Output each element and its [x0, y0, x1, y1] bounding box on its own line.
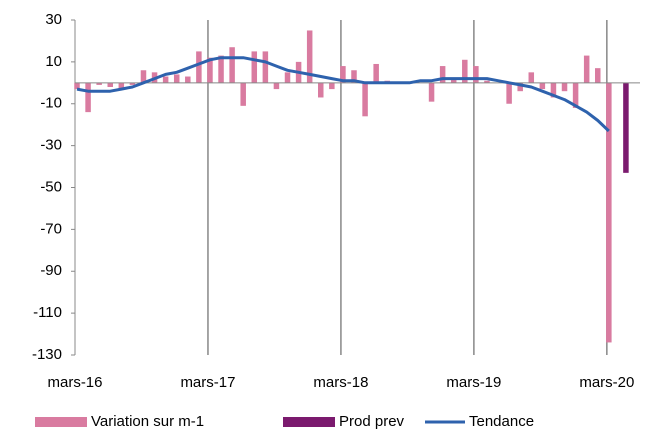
bar [262, 51, 269, 83]
bar [351, 70, 357, 83]
bar [207, 57, 213, 83]
bar [595, 68, 601, 83]
legend-swatch [283, 417, 335, 427]
x-tick-label: mars-20 [579, 374, 634, 391]
y-tick-label: -90 [40, 262, 62, 279]
y-tick-label: -70 [40, 220, 62, 237]
bar [240, 82, 246, 106]
y-tick-label: -130 [32, 346, 62, 363]
bar [318, 82, 324, 98]
bar [484, 80, 490, 83]
y-tick-label: 10 [45, 53, 62, 70]
y-tick-label: 30 [45, 11, 62, 28]
bar [306, 30, 313, 83]
y-tick-label: -30 [40, 137, 62, 154]
bar [362, 82, 368, 117]
y-tick-label: -110 [33, 304, 62, 321]
x-tick-label: mars-16 [47, 374, 102, 391]
bar [572, 82, 579, 108]
bar [539, 82, 546, 90]
bar [118, 82, 125, 90]
bar [606, 82, 612, 343]
bar [506, 82, 512, 104]
x-tick-label: mars-19 [446, 374, 501, 391]
bar [473, 66, 479, 83]
bar [251, 51, 258, 83]
bar [528, 72, 535, 83]
bar [439, 66, 446, 83]
bar [107, 82, 113, 87]
x-tick-label: mars-18 [313, 374, 368, 391]
bar [85, 82, 91, 113]
bar [185, 76, 191, 83]
bar [140, 70, 147, 83]
y-tick-label: -50 [40, 178, 62, 195]
legend-label: Tendance [469, 413, 534, 430]
bar [218, 55, 224, 83]
bar [517, 82, 523, 92]
bar [340, 66, 346, 83]
bar [550, 82, 557, 98]
bar [373, 63, 379, 83]
trend-line [76, 56, 610, 133]
legend-swatch [35, 417, 87, 427]
legend-label: Prod prev [339, 413, 405, 430]
legend-label: Variation sur m-1 [91, 413, 204, 430]
bar [273, 82, 280, 90]
bar [329, 82, 335, 90]
y-tick-label: -10 [40, 95, 62, 112]
bar [428, 82, 435, 102]
bar [623, 82, 629, 173]
bar [162, 76, 169, 83]
bar [129, 82, 136, 85]
bar [229, 47, 235, 83]
bar [561, 82, 568, 92]
bar [583, 55, 590, 83]
x-tick-label: mars-17 [180, 374, 235, 391]
bar [462, 59, 468, 83]
bar [74, 82, 80, 90]
bar [96, 82, 102, 85]
bar [196, 51, 202, 83]
bar [284, 72, 291, 83]
bar [450, 78, 457, 83]
bar [173, 74, 180, 83]
